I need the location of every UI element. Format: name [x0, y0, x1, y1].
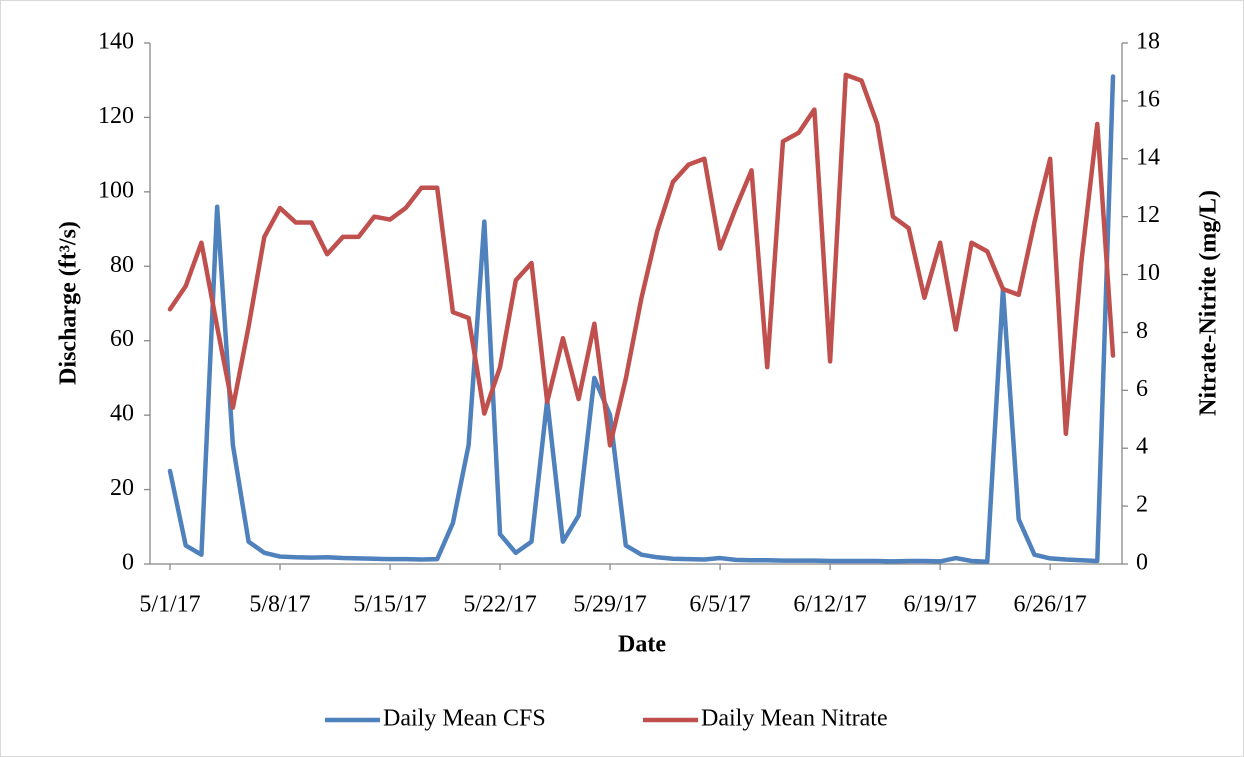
- y2-axis-title: Nitrate-Nitrite (mg/L): [1196, 190, 1222, 416]
- y-tick-label: 40: [110, 401, 134, 427]
- y-tick-label: 120: [98, 103, 134, 129]
- data-line: [167, 74, 1116, 565]
- y2-tick-label: 14: [1136, 144, 1160, 170]
- x-tick-label: 6/5/17: [689, 592, 750, 618]
- y-tick-label: 60: [110, 326, 134, 352]
- y2-tick-label: 12: [1136, 202, 1160, 228]
- x-tick-label: 5/22/17: [463, 592, 536, 618]
- y-tick-label: 100: [98, 177, 134, 203]
- x-tick-label: 6/19/17: [903, 592, 976, 618]
- x-tick-label: 6/12/17: [793, 592, 866, 618]
- legend-label: Daily Mean Nitrate: [701, 706, 888, 732]
- y2-tick-label: 16: [1136, 86, 1160, 112]
- x-tick-label: 5/8/17: [249, 592, 310, 618]
- y-axis-title: Discharge (ft³/s): [56, 221, 82, 385]
- y-tick-label: 0: [122, 550, 134, 576]
- y2-tick-label: 8: [1136, 318, 1148, 344]
- x-tick-label: 5/15/17: [353, 592, 426, 618]
- x-tick-label: 6/26/17: [1013, 592, 1086, 618]
- y-tick-label: 20: [110, 475, 134, 501]
- y-tick-label: 140: [98, 29, 134, 55]
- x-tick-label: 5/1/17: [139, 592, 200, 618]
- data-line: [167, 72, 1116, 448]
- y2-tick-label: 18: [1136, 29, 1160, 55]
- y2-tick-label: 0: [1136, 550, 1148, 576]
- y-tick-label: 80: [110, 252, 134, 278]
- y2-tick-label: 4: [1136, 434, 1148, 460]
- y2-tick-label: 2: [1136, 492, 1148, 518]
- y2-tick-label: 6: [1136, 376, 1148, 402]
- y2-tick-label: 10: [1136, 260, 1160, 286]
- x-axis-title: Date: [618, 632, 666, 658]
- legend-label: Daily Mean CFS: [383, 706, 546, 732]
- x-tick-label: 5/29/17: [573, 592, 646, 618]
